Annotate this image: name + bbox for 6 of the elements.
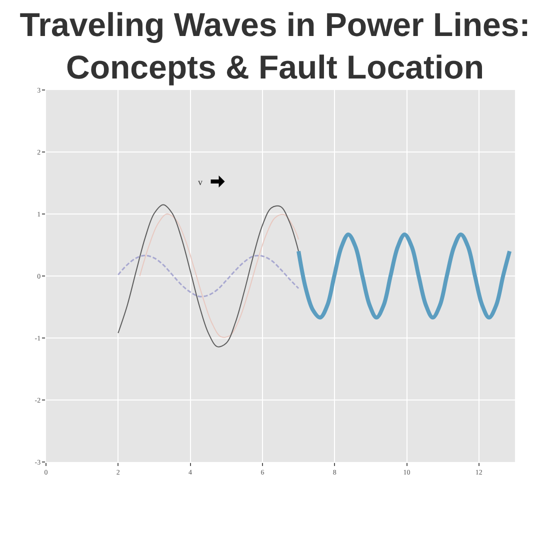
chart-title: Traveling Waves in Power Lines: Concepts & Fault Location: [20, 6, 530, 86]
annotation: v: [198, 177, 203, 187]
line-series: [139, 214, 300, 338]
line-series: [296, 232, 512, 320]
line-series: [118, 204, 300, 348]
line-series: [117, 254, 300, 298]
